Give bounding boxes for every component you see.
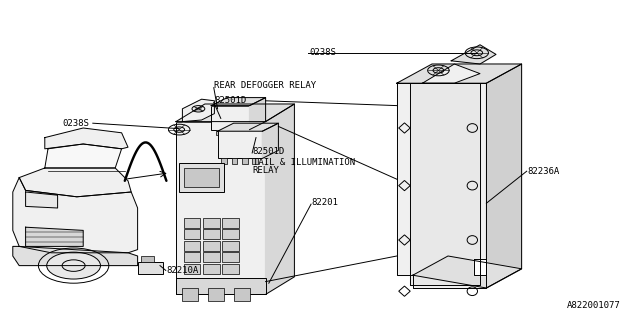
Bar — [221, 158, 227, 164]
Bar — [203, 264, 220, 274]
Bar — [211, 106, 250, 130]
Text: 82210A: 82210A — [166, 266, 198, 275]
Bar — [184, 241, 200, 251]
Bar — [176, 278, 266, 294]
Bar — [222, 264, 239, 274]
Polygon shape — [13, 178, 138, 253]
Bar — [176, 122, 266, 294]
Bar — [216, 130, 223, 135]
Bar — [182, 288, 198, 301]
Text: 82501D: 82501D — [214, 96, 246, 105]
Text: 0238S: 0238S — [63, 119, 90, 128]
Circle shape — [47, 252, 100, 279]
Polygon shape — [413, 256, 522, 288]
Polygon shape — [13, 246, 138, 266]
Bar — [222, 241, 239, 251]
Bar — [179, 163, 224, 192]
Polygon shape — [474, 259, 486, 275]
Bar — [228, 130, 234, 135]
Polygon shape — [211, 98, 266, 106]
Polygon shape — [45, 144, 122, 168]
Polygon shape — [19, 168, 131, 197]
Bar — [203, 229, 220, 239]
Polygon shape — [176, 104, 294, 122]
Text: TAIL & ILLUMINATION: TAIL & ILLUMINATION — [253, 158, 355, 167]
Bar — [184, 229, 200, 239]
Bar — [184, 252, 200, 262]
Bar — [232, 158, 237, 164]
Bar — [234, 288, 250, 301]
Text: 0238S: 0238S — [309, 48, 336, 57]
Polygon shape — [26, 192, 58, 208]
Text: 82201: 82201 — [312, 198, 339, 207]
Polygon shape — [26, 227, 83, 246]
Bar — [218, 131, 262, 158]
Polygon shape — [218, 123, 278, 131]
Bar — [138, 262, 163, 274]
Bar — [203, 218, 220, 228]
Bar — [222, 218, 239, 228]
Bar — [203, 252, 220, 262]
Bar — [184, 264, 200, 274]
Bar — [196, 108, 201, 110]
Bar — [184, 218, 200, 228]
Bar — [252, 158, 258, 164]
Polygon shape — [397, 64, 522, 83]
Polygon shape — [422, 64, 480, 83]
Polygon shape — [397, 83, 486, 288]
Bar — [208, 288, 224, 301]
Bar — [203, 241, 220, 251]
Bar — [222, 252, 239, 262]
Polygon shape — [451, 45, 496, 64]
Polygon shape — [250, 98, 266, 130]
Bar — [222, 229, 239, 239]
Text: 82236A: 82236A — [527, 167, 559, 176]
Polygon shape — [182, 99, 214, 122]
Text: RELAY: RELAY — [253, 166, 280, 175]
Polygon shape — [410, 83, 480, 285]
Polygon shape — [266, 104, 294, 294]
Bar — [184, 168, 219, 187]
Bar — [242, 158, 248, 164]
Text: A822001077: A822001077 — [567, 301, 621, 310]
Polygon shape — [262, 123, 278, 158]
Polygon shape — [45, 128, 128, 149]
Bar — [239, 130, 246, 135]
Polygon shape — [486, 64, 522, 288]
Bar — [141, 256, 154, 262]
Text: REAR DEFOGGER RELAY: REAR DEFOGGER RELAY — [214, 81, 317, 90]
Text: 82501D: 82501D — [253, 147, 285, 156]
